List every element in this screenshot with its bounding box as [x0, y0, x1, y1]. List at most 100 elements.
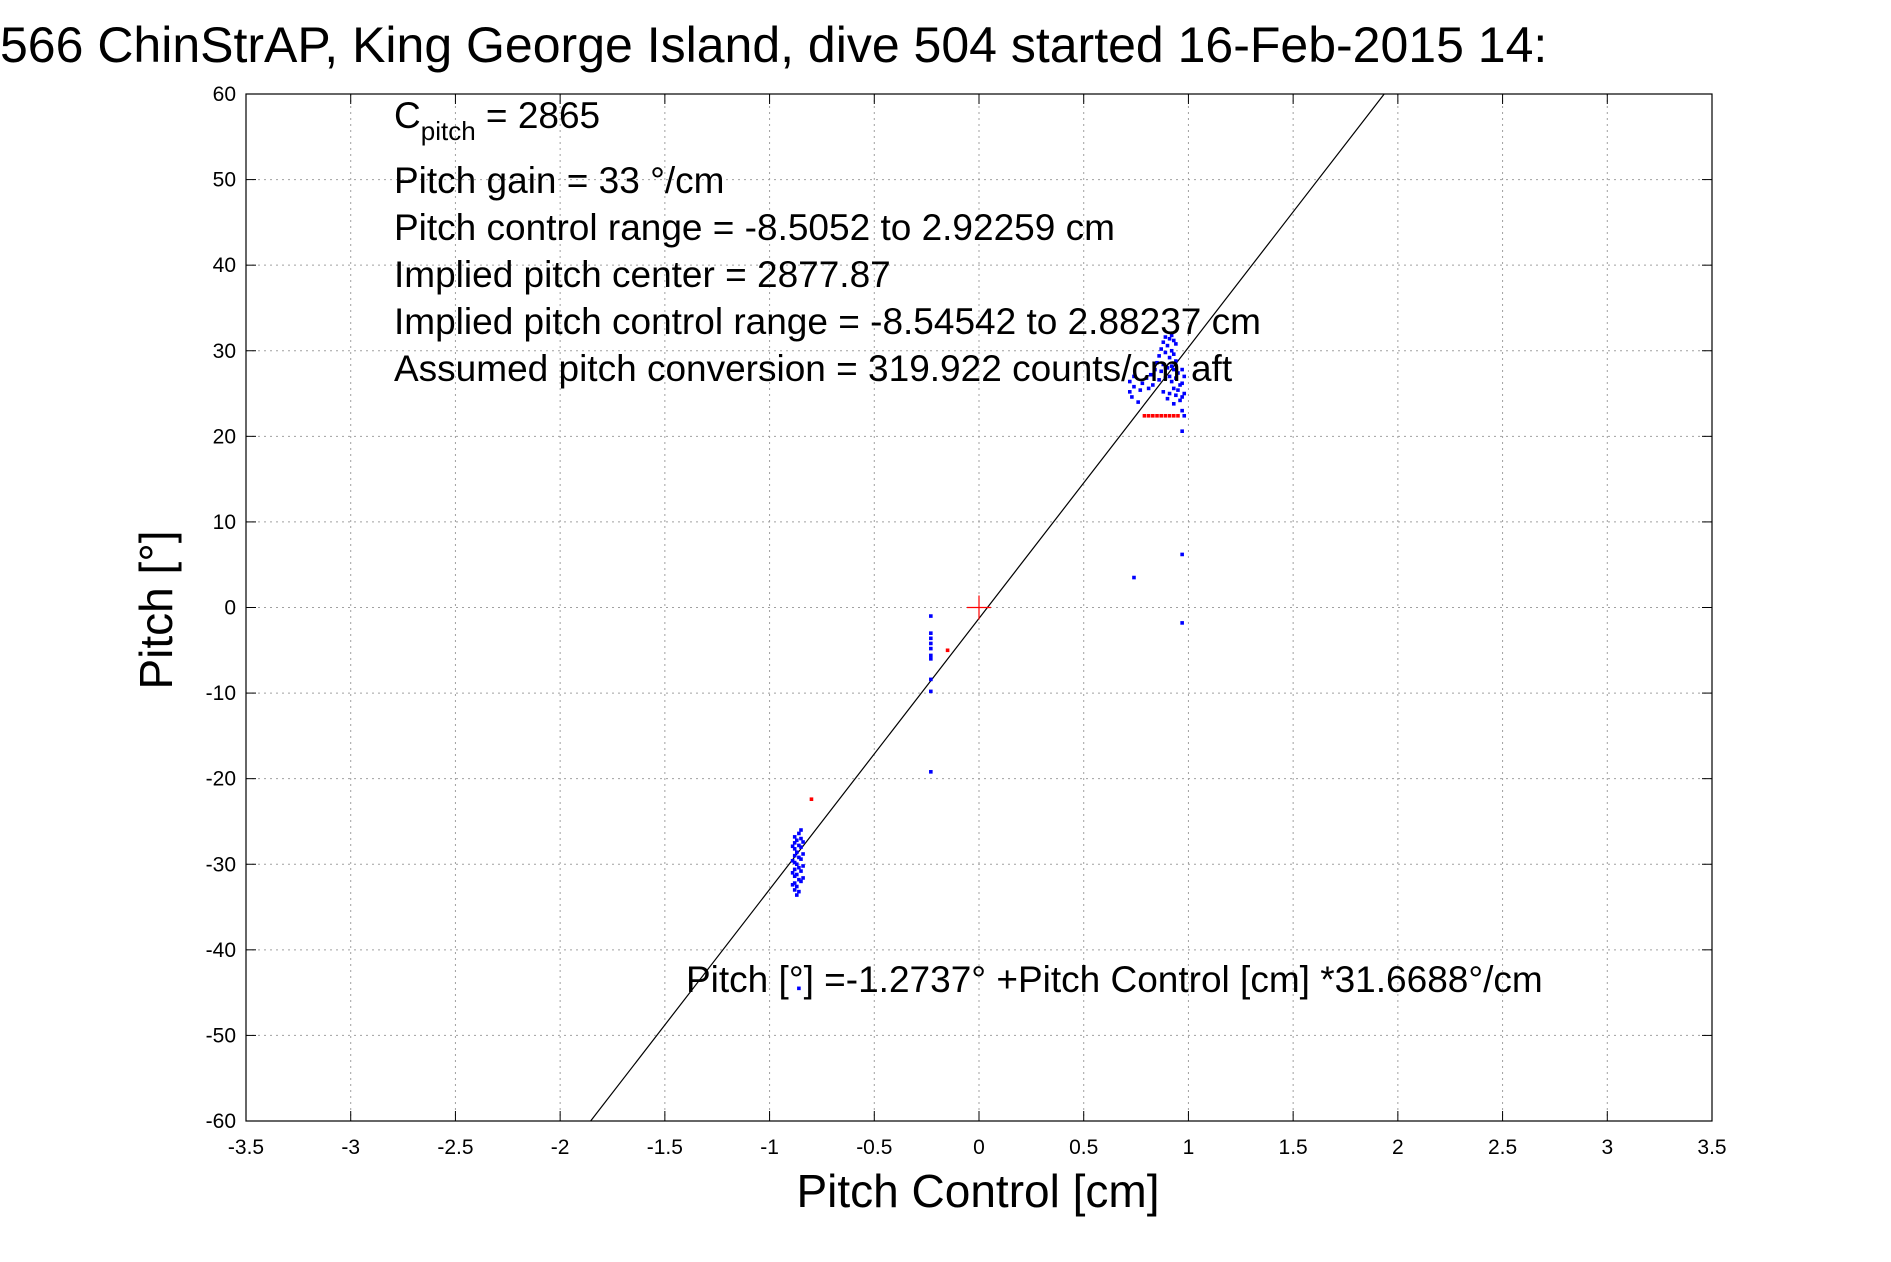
blue-data-point: [1167, 391, 1172, 396]
blue-data-point: [1171, 402, 1176, 406]
blue-data-point: [792, 860, 797, 865]
pitch-control-range-annotation: Pitch control range = -8.5052 to 2.92259…: [394, 207, 1115, 248]
blue-data-point: [1132, 575, 1136, 580]
blue-data-point: [794, 893, 799, 897]
blue-data-point: [1180, 408, 1184, 413]
x-tick-label: -0.5: [856, 1136, 892, 1159]
blue-data-point: [1174, 359, 1178, 363]
blue-data-point: [794, 862, 799, 867]
c-pitch-subscript: pitch: [421, 116, 476, 146]
blue-data-point: [1171, 338, 1176, 343]
y-tick-label: 40: [213, 254, 236, 277]
x-tick-labels: -3.5 -3 -2.5 -2 -1.5 -1 -0.5 0 0.5 1 1.5 2 2.5 3 3.5: [228, 1136, 1727, 1159]
red-data-point: [1176, 413, 1180, 418]
blue-data-point: [792, 847, 797, 851]
blue-data-point: [1165, 396, 1170, 401]
blue-data-point: [1176, 388, 1180, 392]
blue-data-point: [1180, 552, 1184, 557]
x-tick-label: -2.5: [437, 1136, 473, 1159]
blue-data-point: [1132, 374, 1136, 379]
y-tick-label: -10: [206, 682, 236, 705]
y-tick-label: -50: [206, 1024, 236, 1047]
blue-data-point: [1169, 348, 1174, 353]
blue-data-point: [1159, 369, 1164, 374]
pitch-gain-annotation: Pitch gain = 33 °/cm: [394, 160, 725, 201]
blue-data-point: [1163, 335, 1168, 339]
blue-data-point: [1180, 367, 1184, 372]
blue-data-point: [929, 677, 933, 682]
implied-pitch-control-range-annotation: Implied pitch control range = -8.54542 t…: [394, 301, 1261, 342]
blue-data-point: [1178, 398, 1182, 403]
x-tick-label: -3: [341, 1136, 360, 1159]
c-pitch-base: C: [394, 95, 421, 136]
y-axis-title: Pitch [°]: [130, 530, 182, 689]
scatter-points: [790, 333, 1187, 991]
blue-data-point: [1174, 342, 1178, 346]
y-tick-label: -60: [206, 1110, 236, 1133]
blue-data-point: [799, 828, 803, 832]
red-data-point: [1142, 413, 1147, 418]
red-data-point: [1155, 413, 1159, 418]
blue-data-point: [1130, 395, 1134, 399]
blue-data-point: [1138, 388, 1143, 392]
y-tick-label: 10: [213, 511, 236, 534]
blue-data-point: [1167, 374, 1172, 379]
y-tick-labels: 60 50 40 30 20 10 0 -10 -20 -30 -40 -50 -60: [206, 83, 236, 1133]
blue-data-point: [1140, 381, 1145, 386]
blue-data-point: [1176, 371, 1180, 375]
red-data-point: [1163, 413, 1168, 418]
red-data-point: [1167, 413, 1172, 418]
blue-data-point: [1180, 395, 1184, 399]
blue-data-point: [1171, 367, 1176, 372]
y-tick-label: -30: [206, 853, 236, 876]
implied-pitch-center-annotation: Implied pitch center = 2877.87: [394, 254, 891, 295]
center-marker-group: [967, 595, 991, 620]
blue-data-point: [1165, 343, 1170, 348]
blue-data-point: [1165, 366, 1170, 370]
parameter-annotations: Cpitch = 2865 Pitch gain = 33 °/cm Pitch…: [394, 95, 1261, 389]
x-tick-label: 1: [1183, 1136, 1195, 1159]
blue-data-point: [929, 657, 933, 661]
blue-data-point: [1161, 340, 1166, 344]
blue-data-point: [1161, 362, 1166, 367]
blue-data-point: [929, 646, 933, 651]
red-data-point: [945, 648, 950, 653]
blue-data-point: [799, 845, 803, 849]
x-tick-label: 2: [1392, 1136, 1404, 1159]
y-tick-label: -20: [206, 768, 236, 791]
blue-data-point: [1132, 384, 1136, 389]
blue-data-point: [1180, 621, 1184, 625]
blue-data-point: [797, 889, 801, 894]
blue-data-point: [929, 614, 933, 618]
blue-data-point: [1153, 367, 1157, 372]
c-pitch-value: = 2865: [476, 95, 600, 136]
chart-title: 566 ChinStrAP, King George Island, dive …: [0, 17, 1547, 73]
c-pitch-annotation: Cpitch = 2865: [394, 95, 600, 146]
blue-data-point: [1163, 350, 1168, 355]
blue-data-point: [790, 844, 795, 849]
blue-data-point: [792, 874, 797, 879]
blue-data-point: [792, 853, 797, 858]
blue-data-point: [790, 871, 795, 875]
x-axis-title: Pitch Control [cm]: [797, 1165, 1160, 1217]
blue-data-point: [797, 986, 801, 991]
blue-data-point: [1167, 336, 1172, 341]
blue-data-point: [1144, 376, 1149, 380]
x-tick-label: -3.5: [228, 1136, 264, 1159]
y-tick-label: 30: [213, 340, 236, 363]
blue-data-point: [929, 770, 933, 774]
blue-data-point: [794, 872, 799, 877]
blue-data-point: [929, 636, 933, 641]
blue-data-point: [1171, 386, 1176, 391]
y-tick-label: 60: [213, 83, 236, 106]
blue-data-point: [1174, 376, 1178, 380]
blue-data-point: [1169, 379, 1174, 384]
blue-data-point: [1178, 383, 1182, 387]
blue-data-point: [1151, 383, 1155, 387]
blue-data-point: [797, 855, 801, 860]
blue-data-point: [799, 869, 803, 873]
x-tick-label: -1.5: [647, 1136, 683, 1159]
blue-data-point: [799, 836, 803, 841]
x-tick-label: -2: [551, 1136, 570, 1159]
